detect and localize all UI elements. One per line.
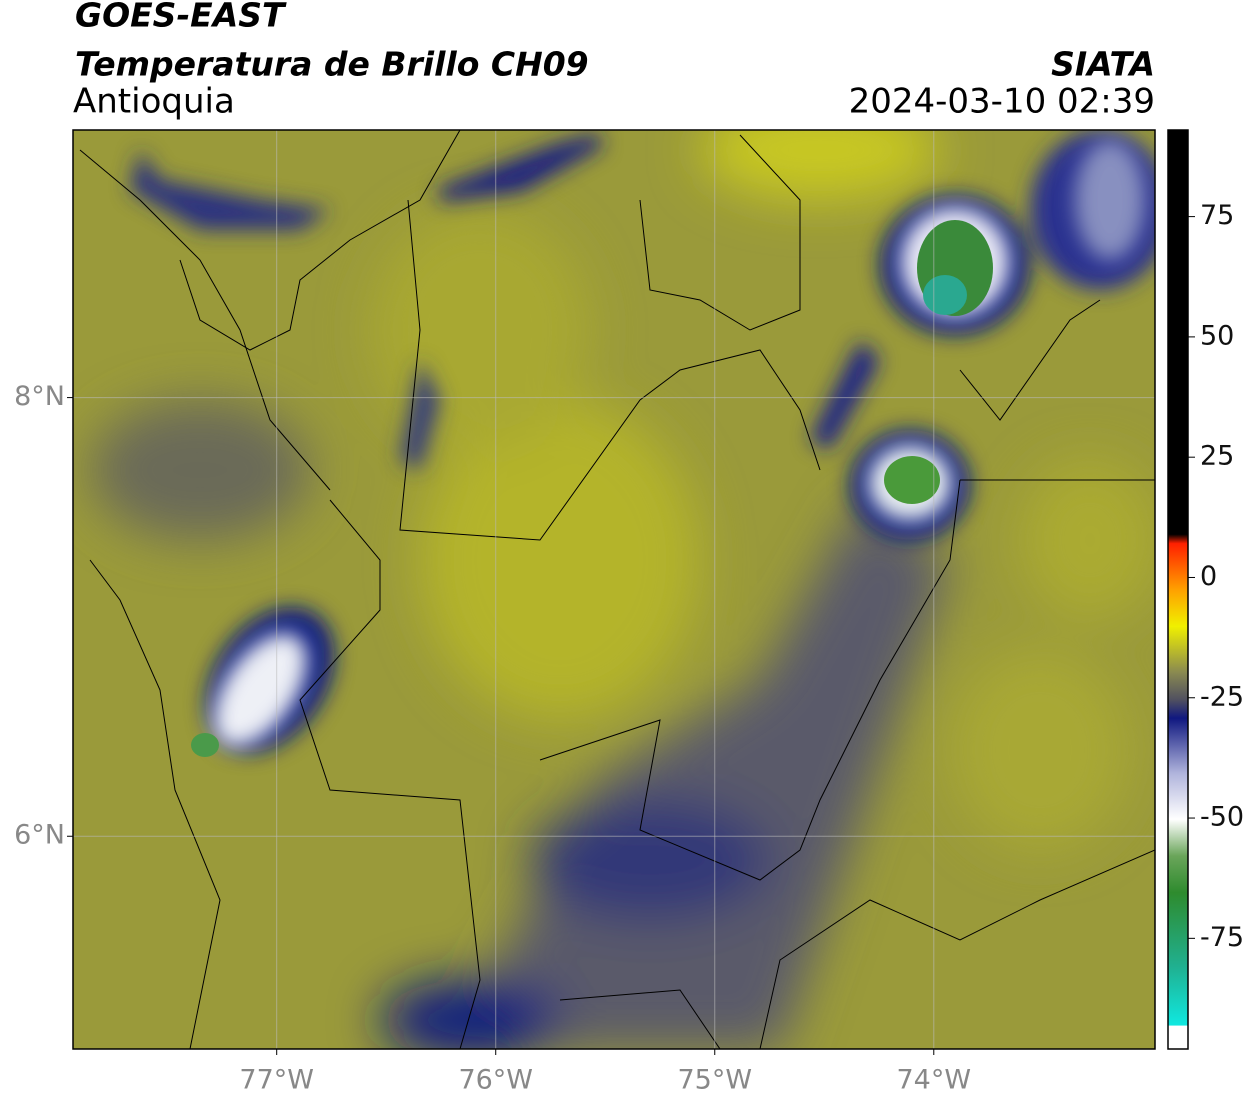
- colorbar-tick-label: 25: [1200, 441, 1234, 472]
- map-field: [73, 130, 1155, 1049]
- colorbar: [1167, 129, 1189, 1050]
- colorbar-tick-label: -75: [1200, 922, 1244, 953]
- product: Temperatura de Brillo CH09: [75, 45, 589, 84]
- satellite: GOES-EAST: [75, 0, 287, 35]
- datetime: 2024-03-10 02:39: [849, 82, 1155, 122]
- y-tick-label: 8°N: [14, 381, 65, 412]
- map-frame: [72, 129, 1156, 1050]
- x-tick-label: 76°W: [458, 1065, 533, 1096]
- y-tick-label: 6°N: [14, 820, 65, 851]
- colorbar-tick-label: -25: [1200, 681, 1244, 712]
- region: Antioquia: [73, 82, 235, 122]
- x-tick-label: 75°W: [677, 1065, 752, 1096]
- colorbar-tick-label: 75: [1200, 200, 1234, 231]
- colorbar-tick-label: -50: [1200, 802, 1244, 833]
- colorbar-tick-label: 50: [1200, 320, 1234, 351]
- source: SIATA: [1051, 45, 1155, 84]
- x-tick-label: 77°W: [239, 1065, 314, 1096]
- x-tick-label: 74°W: [897, 1065, 972, 1096]
- colorbar-tick-label: 0: [1200, 561, 1217, 592]
- grid: [73, 130, 1155, 1049]
